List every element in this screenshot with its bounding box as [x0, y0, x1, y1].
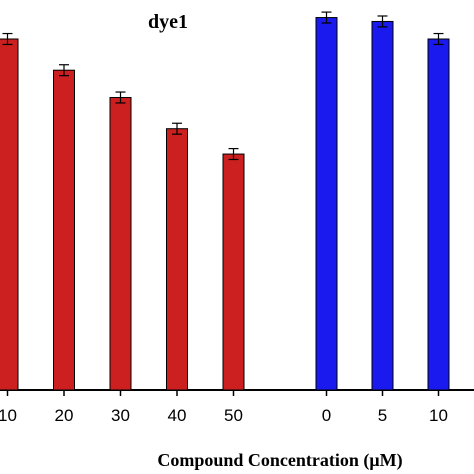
x-axis-label: Compound Concentration (μM)	[157, 450, 402, 471]
error-bar	[172, 122, 182, 135]
bar	[427, 38, 450, 391]
error-bar	[115, 91, 126, 104]
x-tick-label: 30	[111, 406, 130, 425]
error-bar	[228, 147, 239, 161]
bar	[222, 153, 245, 391]
x-tick-label: 10	[0, 406, 17, 425]
x-tick-label: 40	[168, 406, 187, 425]
error-bar	[2, 32, 13, 46]
error-bar	[59, 64, 69, 77]
x-tick-label: 5	[378, 406, 387, 425]
x-tick-label: 10	[429, 406, 448, 425]
bar	[315, 17, 338, 391]
bar	[166, 128, 188, 391]
error-bar	[321, 11, 332, 24]
x-tick-label: 0	[322, 406, 331, 425]
x-tick-label: 50	[224, 406, 243, 425]
error-bar	[377, 15, 388, 28]
bar	[0, 38, 19, 391]
bar	[109, 97, 132, 391]
bars-layer: 10 20 30 40 50 0 5 10	[0, 11, 450, 425]
error-bar	[433, 32, 444, 46]
x-tick-label: 20	[55, 406, 74, 425]
chart-title: dye1	[148, 11, 188, 33]
bar	[371, 20, 394, 391]
bar	[53, 69, 75, 391]
